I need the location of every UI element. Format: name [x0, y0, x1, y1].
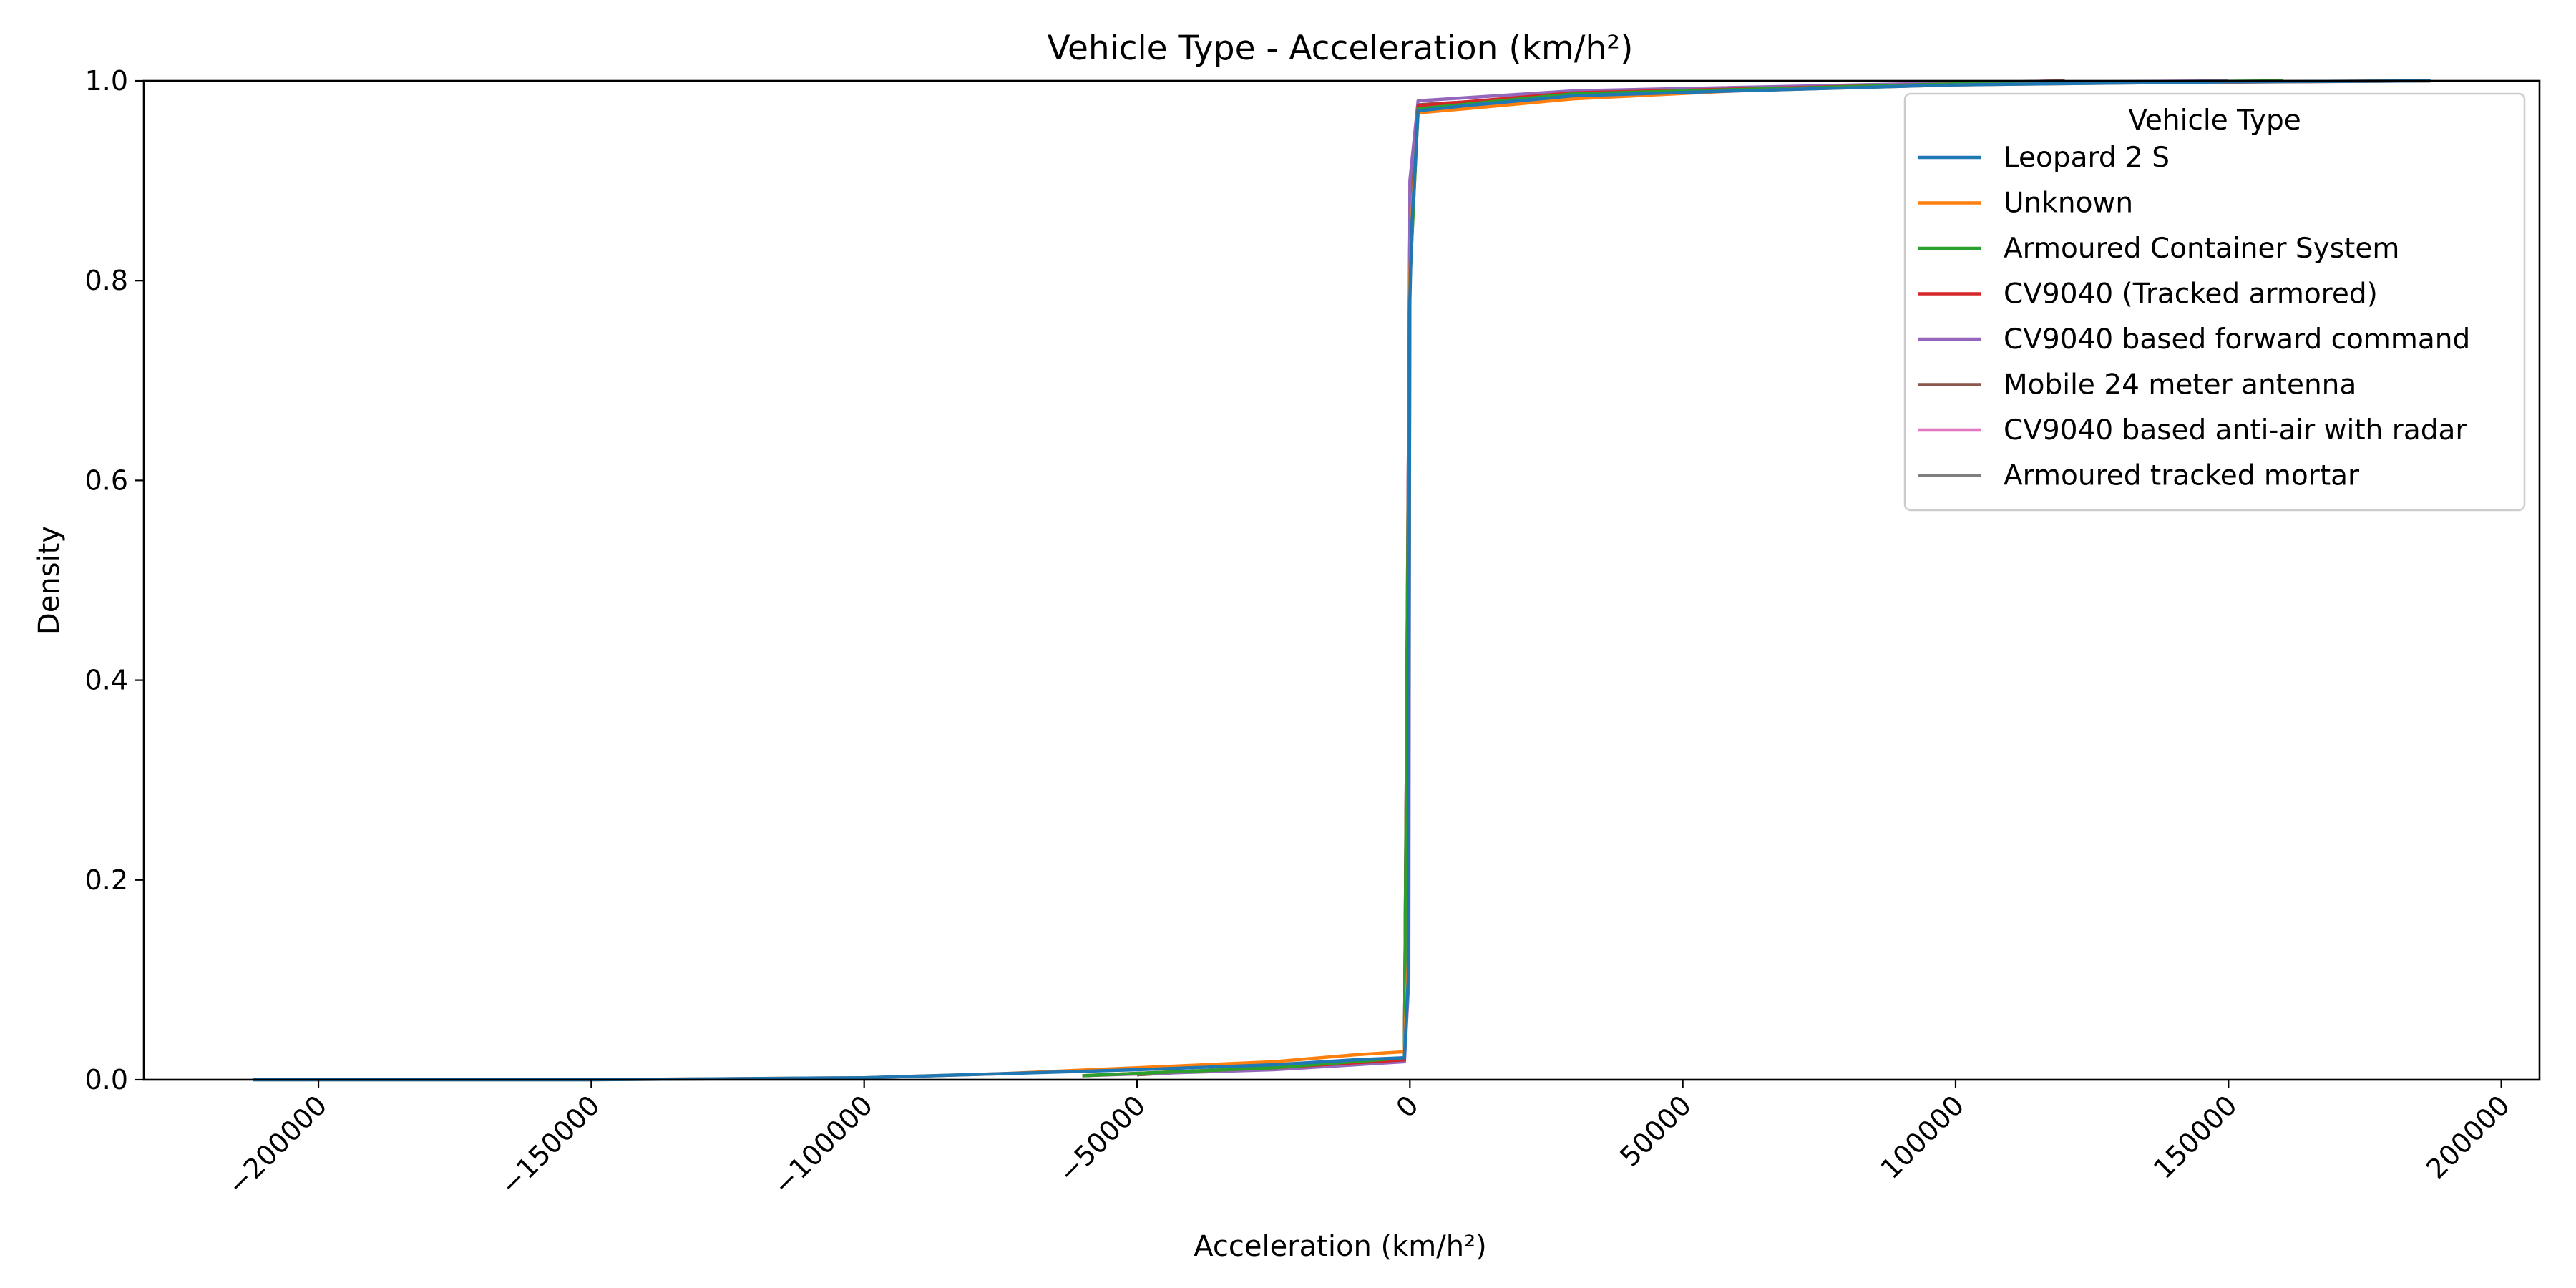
- legend-title: Vehicle Type: [2128, 104, 2301, 137]
- legend-label: CV9040 based forward command: [2004, 323, 2470, 356]
- legend-item: Mobile 24 meter antenna: [1918, 369, 2356, 401]
- legend-item: CV9040 based forward command: [1918, 323, 2470, 356]
- legend-label: Armoured tracked mortar: [2004, 460, 2360, 492]
- y-tick-label: 0.0: [85, 1064, 128, 1096]
- legend: Vehicle Type Leopard 2 S Unknown Armoured …: [1903, 92, 2526, 512]
- y-tick-label: 1.0: [85, 65, 128, 97]
- legend-item: CV9040 (Tracked armored): [1918, 278, 2378, 311]
- y-tick-label: 0.6: [85, 464, 128, 496]
- series-line-0: [253, 79, 2431, 1082]
- y-axis-label: Density: [33, 526, 66, 635]
- legend-entries: Leopard 2 S Unknown Armoured Container Sys…: [1918, 142, 2470, 492]
- x-axis-label: Acceleration (km/h²): [1194, 1230, 1486, 1263]
- legend-item: Armoured Container System: [1918, 233, 2399, 265]
- legend-label: Leopard 2 S: [2004, 142, 2170, 174]
- y-tick-label: 0.8: [85, 265, 128, 296]
- legend-label: CV9040 (Tracked armored): [2004, 278, 2378, 311]
- y-axis: 0.0 0.2 0.4 0.6 0.8 1.0: [85, 65, 144, 1096]
- legend-item: Unknown: [1918, 187, 2133, 220]
- legend-item: Leopard 2 S: [1918, 142, 2170, 174]
- legend-item: CV9040 based anti-air with radar: [1918, 414, 2467, 447]
- legend-label: Unknown: [2004, 187, 2133, 220]
- legend-label: CV9040 based anti-air with radar: [2004, 414, 2467, 447]
- legend-item: Armoured tracked mortar: [1918, 460, 2360, 492]
- legend-label: Armoured Container System: [2004, 233, 2399, 265]
- chart-title: Vehicle Type - Acceleration (km/h²): [1048, 29, 1634, 68]
- legend-label: Mobile 24 meter antenna: [2004, 369, 2356, 401]
- plot-frame: [142, 79, 2541, 1081]
- y-tick-label: 0.2: [85, 864, 128, 896]
- series-layer: [253, 79, 2431, 1082]
- legend-box: [1903, 92, 2526, 512]
- y-tick-label: 0.4: [85, 665, 128, 696]
